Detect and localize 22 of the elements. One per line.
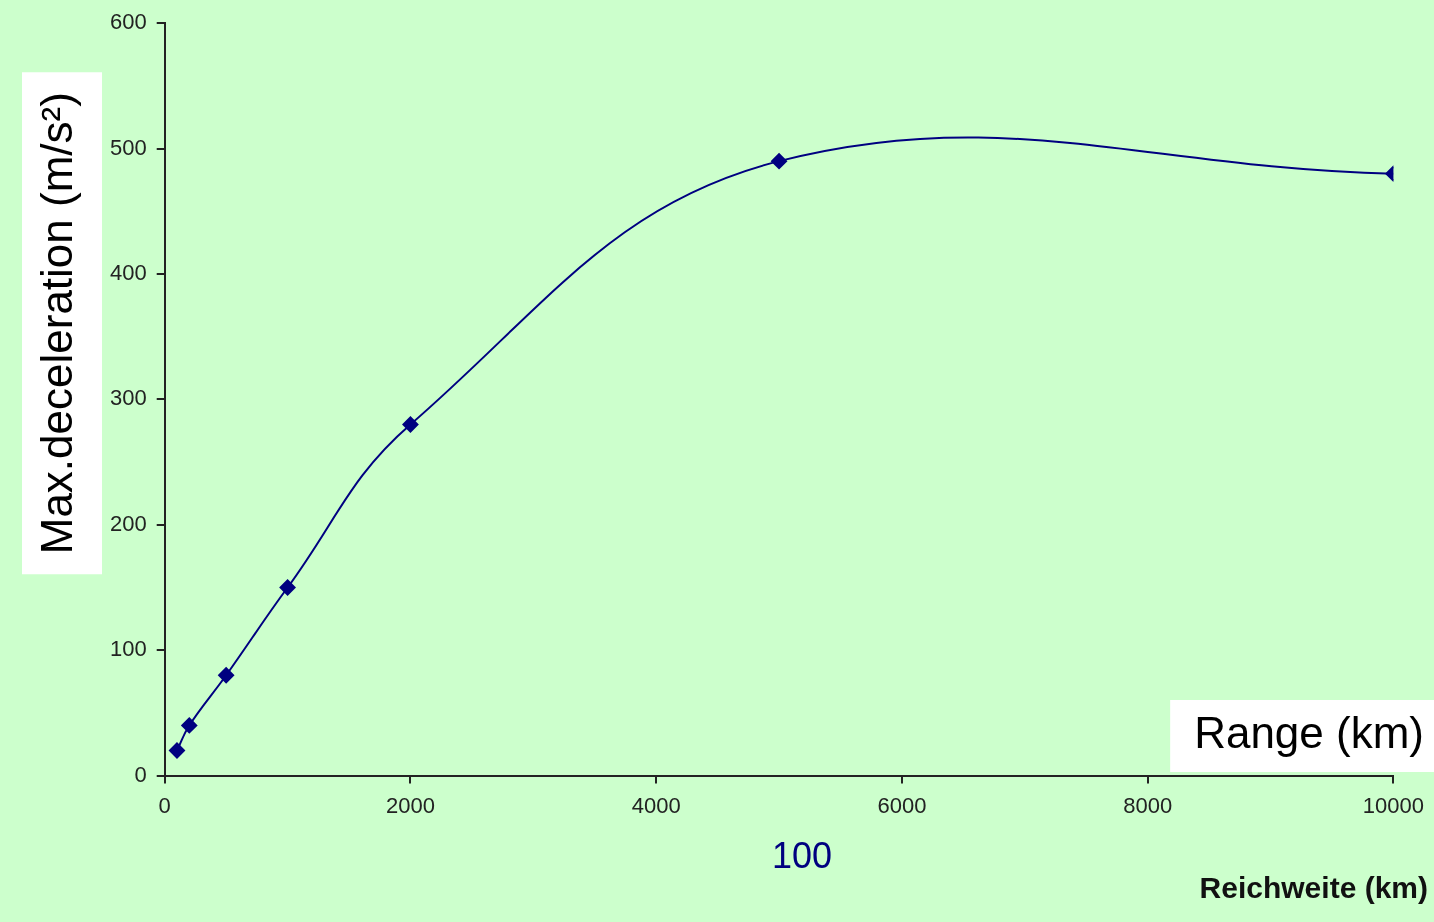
point [218,667,235,684]
y-tick-label: 200 [109,510,147,536]
y-tick-label: 400 [109,260,147,286]
point [181,717,198,734]
point [402,416,419,433]
y-axis-title: Max.deceleration (m/s²) [32,92,82,555]
x-axis-title: Reichweite (km) [1199,871,1428,905]
y-tick-label: 300 [109,385,147,411]
point [279,579,296,596]
x-tick-label: 2000 [385,792,435,818]
x-tick-label: 10000 [1362,792,1425,818]
annotation: Range (km) [1194,708,1424,758]
y-tick-label: 600 [109,9,147,35]
text: 100 [771,834,833,876]
y-tick-label: 100 [109,636,147,662]
y-tick-label: 0 [134,761,147,787]
x-tick-label: 0 [158,792,171,818]
x-tick-label: 4000 [631,792,681,818]
point [168,742,185,759]
x-tick-label: 8000 [1123,792,1173,818]
x-tick-label: 6000 [877,792,927,818]
y-tick-label: 500 [109,134,147,160]
